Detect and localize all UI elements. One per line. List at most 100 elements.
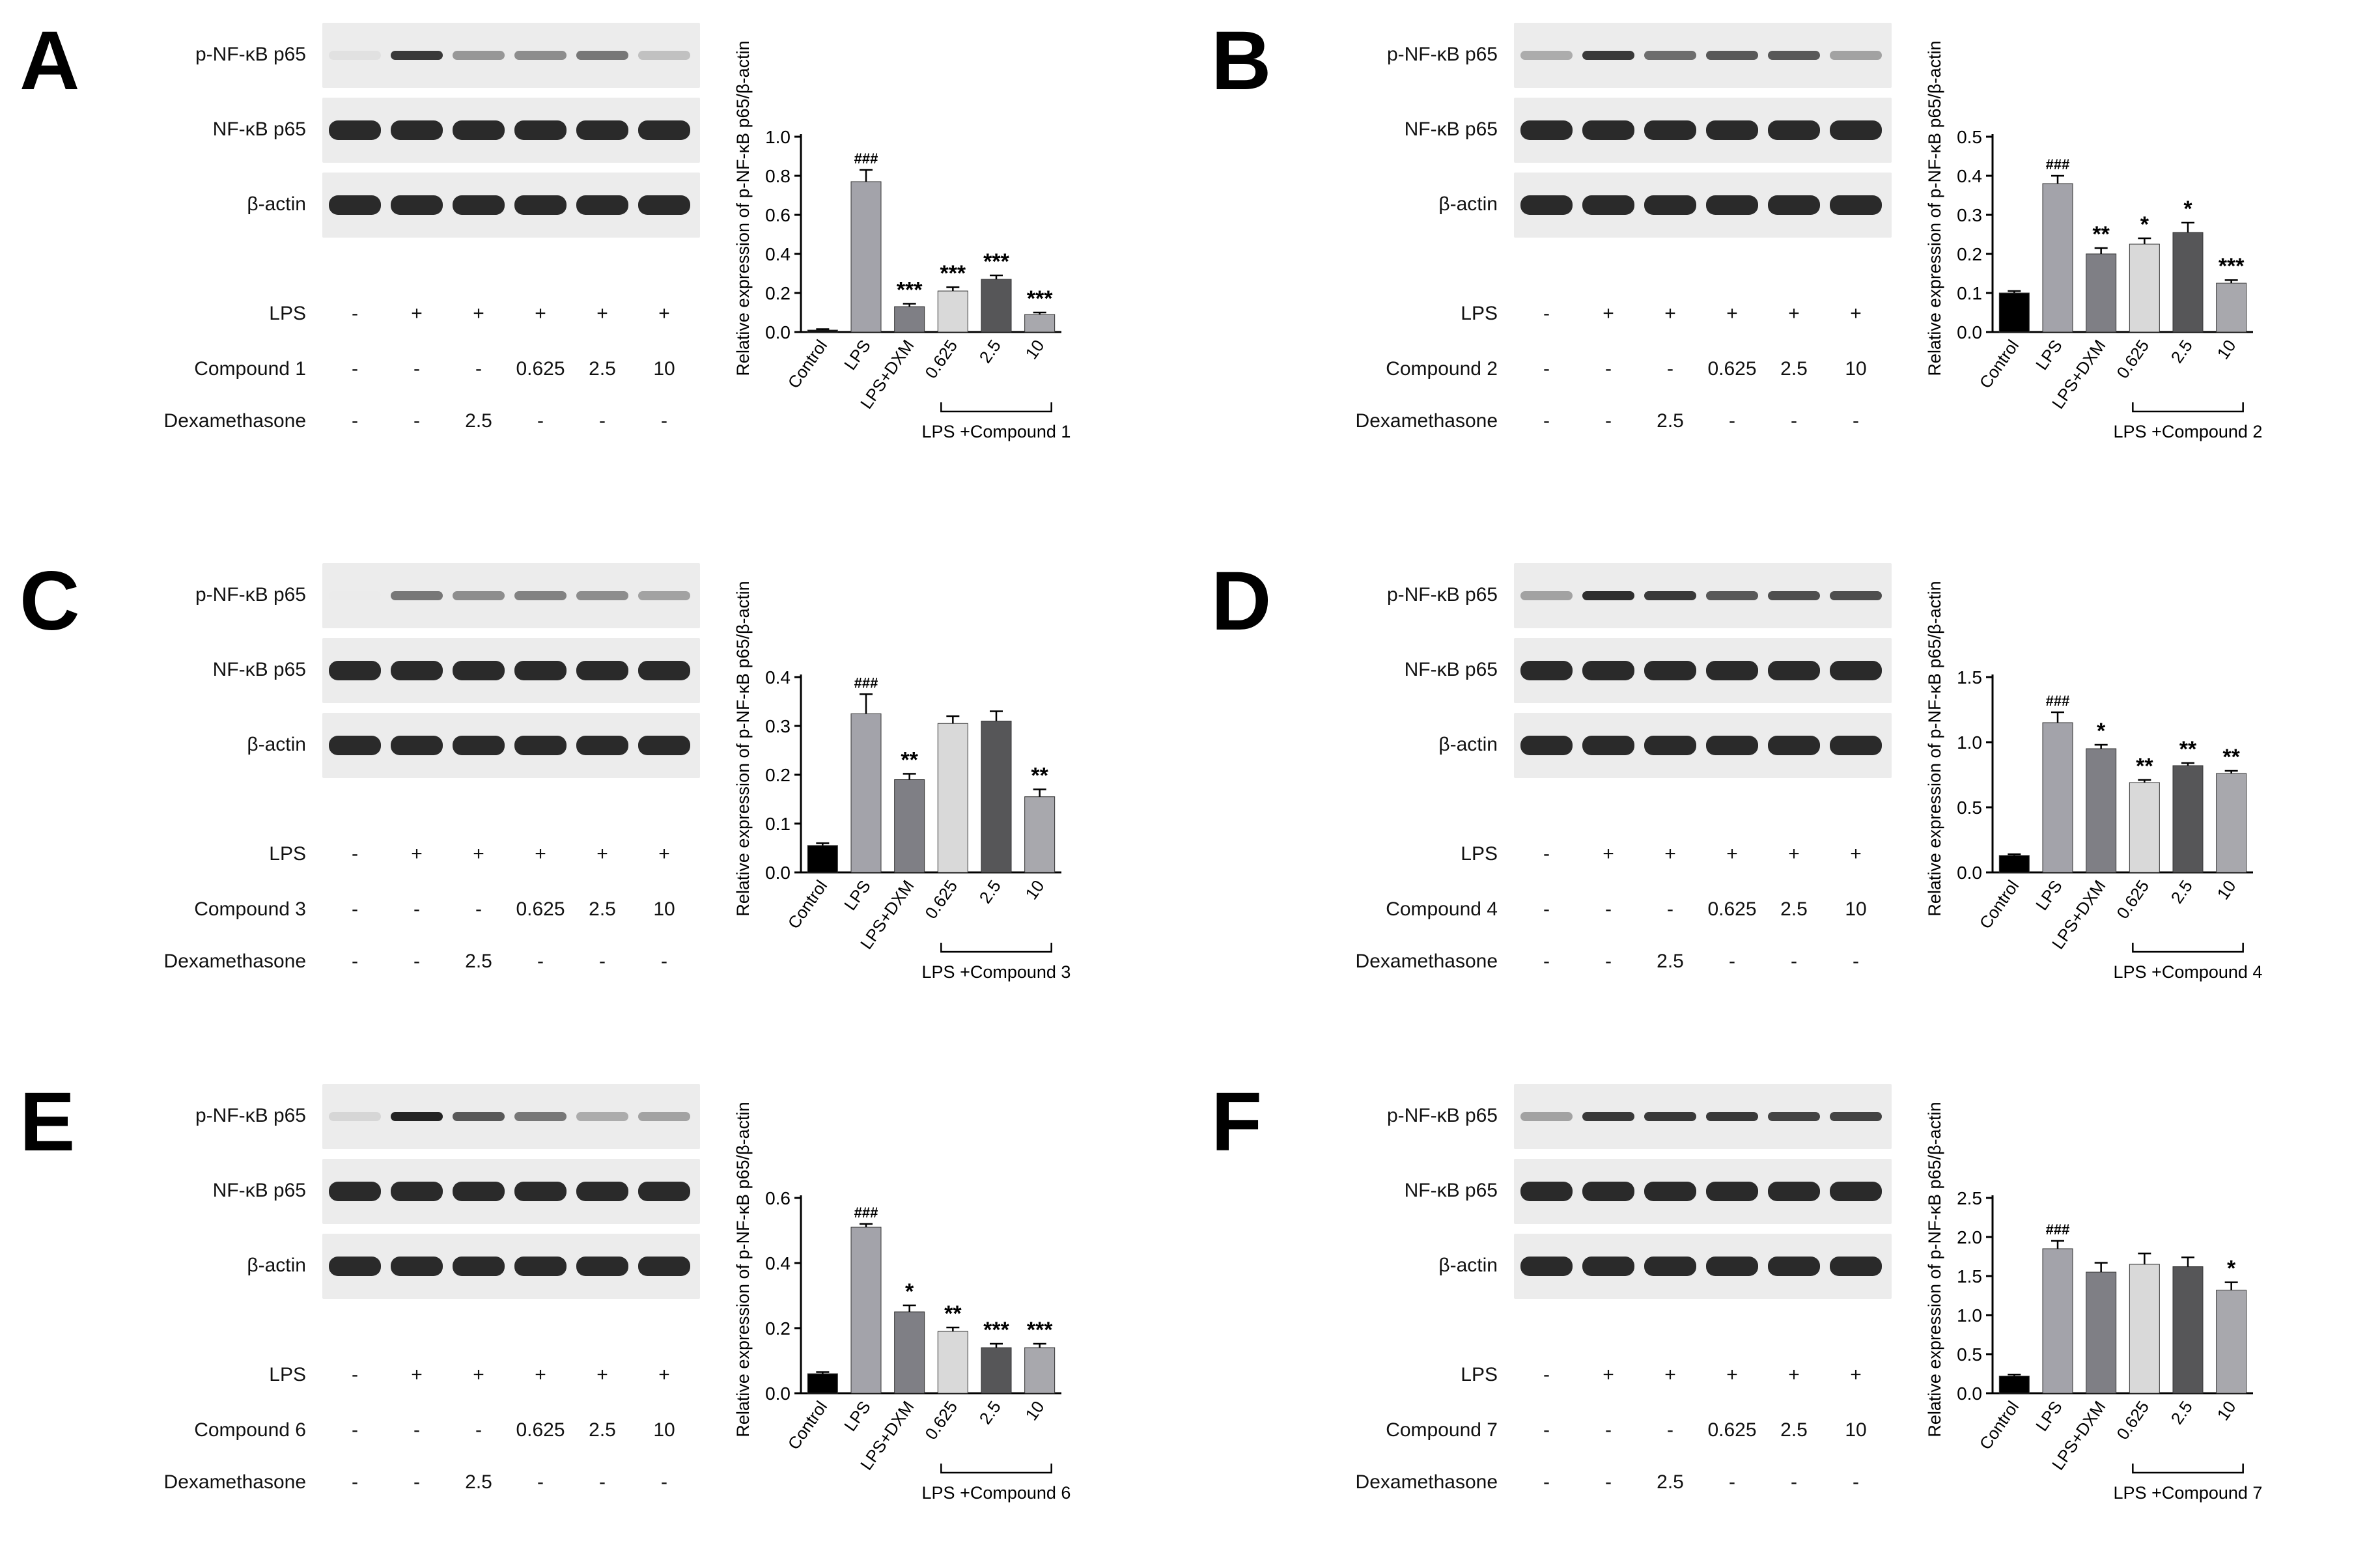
- lps-row-value: +: [1603, 1364, 1614, 1385]
- dexamethasone-row-value: 2.5: [465, 410, 492, 432]
- compound-row-value: 0.625: [1707, 358, 1757, 380]
- blot-strip-phospho: [322, 563, 700, 628]
- significance-label: ***: [1027, 286, 1053, 311]
- protein-band: [514, 195, 567, 215]
- compound-row-label: Compound 4: [1386, 898, 1498, 920]
- protein-band: [514, 591, 567, 600]
- protein-band: [514, 51, 567, 60]
- protein-band: [576, 591, 628, 600]
- protein-band: [1706, 1182, 1758, 1201]
- dose-bracket: [2132, 1464, 2244, 1474]
- protein-band: [638, 120, 690, 140]
- protein-band: [1582, 591, 1634, 600]
- compound-row-value: 0.625: [1707, 1419, 1757, 1441]
- compound-row-label: Compound 6: [194, 1419, 306, 1441]
- dexamethasone-row-value: 2.5: [465, 1471, 492, 1493]
- protein-band: [329, 51, 381, 60]
- lps-row-value: +: [596, 303, 608, 324]
- bar-2-5: [2172, 1266, 2204, 1394]
- blot-row-label: NF-κB p65: [212, 118, 306, 140]
- bar-10: [2216, 1290, 2247, 1394]
- lps-row-value: +: [535, 303, 546, 324]
- compound-row-value: 10: [1845, 1419, 1867, 1441]
- dose-bracket: [940, 1464, 1052, 1474]
- x-tick-label: Control: [784, 1397, 832, 1453]
- dexamethasone-row-value: -: [537, 951, 544, 972]
- protein-band: [1644, 195, 1696, 215]
- protein-band: [1768, 51, 1820, 60]
- protein-band: [576, 51, 628, 60]
- dexamethasone-row-value: -: [537, 410, 544, 432]
- protein-band: [1830, 736, 1882, 755]
- x-tick-label: LPS: [840, 876, 875, 913]
- protein-band: [453, 591, 505, 600]
- x-tick-label: 0.625: [921, 1397, 961, 1443]
- protein-band: [329, 736, 381, 755]
- x-tick-label: LPS: [2032, 1397, 2066, 1434]
- compound-row-value: 10: [653, 898, 675, 920]
- blot-strip-total: [1514, 638, 1892, 703]
- bracket-label: LPS +Compound 7: [2114, 1483, 2263, 1503]
- x-tick-label: LPS: [840, 1397, 875, 1434]
- protein-band: [576, 661, 628, 680]
- x-tick-label: LPS: [840, 336, 875, 373]
- protein-band: [391, 195, 443, 215]
- y-tick-label: 2.5: [1957, 1188, 1982, 1208]
- protein-band: [329, 1182, 381, 1201]
- bar-lps: [850, 713, 882, 873]
- y-tick-label: 0.1: [765, 814, 791, 834]
- protein-band: [638, 1112, 690, 1121]
- compound-row-value: 2.5: [1780, 358, 1808, 380]
- protein-band: [638, 51, 690, 60]
- significance-label: **: [944, 1301, 962, 1326]
- x-tick-label: 0.625: [2112, 1397, 2153, 1443]
- x-tick-label: Control: [1976, 876, 2023, 932]
- protein-band: [1644, 736, 1696, 755]
- compound-row-value: 10: [653, 358, 675, 380]
- dexamethasone-row-value: -: [1729, 1471, 1735, 1493]
- dexamethasone-row-value: -: [1605, 1471, 1612, 1493]
- significance-label: ***: [983, 249, 1009, 274]
- significance-label: **: [2136, 754, 2153, 779]
- protein-band: [1582, 736, 1634, 755]
- protein-band: [329, 1257, 381, 1276]
- lps-row-value: +: [411, 303, 423, 324]
- x-tick-label: 10: [2213, 336, 2239, 363]
- protein-band: [1706, 591, 1758, 600]
- y-tick-label: 0.5: [1957, 127, 1982, 147]
- compound-row-value: -: [413, 358, 420, 380]
- protein-band: [1520, 1112, 1573, 1121]
- lps-row-value: +: [658, 303, 670, 324]
- compound-row-value: -: [1543, 898, 1550, 920]
- protein-band: [1706, 51, 1758, 60]
- lps-row-value: +: [473, 843, 484, 865]
- lps-row-value: -: [1543, 303, 1550, 324]
- lps-row-value: +: [1788, 1364, 1800, 1385]
- compound-row-value: -: [352, 1419, 358, 1441]
- lps-row-value: +: [411, 843, 423, 865]
- protein-band: [1644, 1182, 1696, 1201]
- significance-label: ***: [940, 261, 966, 286]
- dexamethasone-row-value: -: [1543, 1471, 1550, 1493]
- bar-chart: 0.0 0.2 0.4 0.6 Relative expression of p-NF-…: [733, 1102, 1071, 1503]
- blot-strip-actin: [322, 713, 700, 778]
- lps-row-label: LPS: [1461, 303, 1498, 324]
- y-axis-label: Relative expression of p-NF-κB p65/β-act…: [1925, 40, 1944, 376]
- protein-band: [391, 1257, 443, 1276]
- x-tick-label: 2.5: [975, 876, 1005, 907]
- blot-row-label: p-NF-κB p65: [195, 1105, 306, 1126]
- protein-band: [391, 120, 443, 140]
- lps-row-value: +: [596, 843, 608, 865]
- x-tick-label: 2.5: [2167, 336, 2196, 367]
- dexamethasone-row-value: -: [1729, 410, 1735, 432]
- lps-row-value: +: [1664, 843, 1676, 865]
- blot-strip-phospho: [322, 23, 700, 88]
- y-axis-label: Relative expression of p-NF-κB p65/β-act…: [733, 40, 753, 376]
- dexamethasone-row-value: -: [352, 410, 358, 432]
- y-tick-label: 0.4: [765, 244, 791, 264]
- dose-bracket: [940, 943, 1052, 953]
- protein-band: [1582, 1112, 1634, 1121]
- bar-lps-dxm: [2086, 748, 2117, 873]
- blot-row-label: NF-κB p65: [1404, 659, 1498, 680]
- y-tick-label: 0.0: [765, 322, 791, 342]
